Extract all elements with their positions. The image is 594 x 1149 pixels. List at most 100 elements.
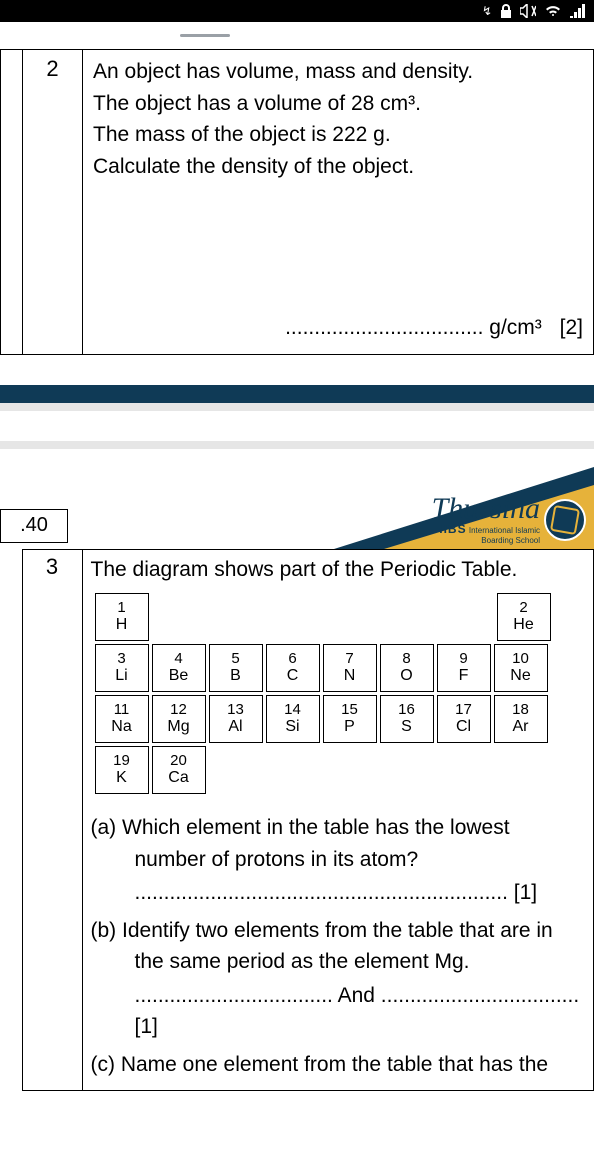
q3a-label: (a) Which element in the table has the l… [91,816,510,839]
answer-dots: .................................. [285,316,483,339]
q2-line: The mass of the object is 222 g. [93,119,583,151]
element-symbol: He [513,616,533,634]
marks: [1] [514,881,537,904]
element-symbol: N [344,667,356,685]
pt-cell: 19K [95,746,149,794]
element-symbol: Si [285,718,299,736]
element-symbol: Be [169,667,189,685]
pt-cell: 17Cl [437,695,491,743]
pt-cell: 18Ar [494,695,548,743]
element-symbol: O [400,667,412,685]
pt-cell: 14Si [266,695,320,743]
pt-cell: 6C [266,644,320,692]
element-number: 20 [170,753,187,770]
q3a-line2: number of protons in its atom? [91,844,586,876]
pt-cell: 9F [437,644,491,692]
pt-cell: 15P [323,695,377,743]
marks: [2] [560,316,583,339]
pt-row: 19K20Ca [95,746,586,794]
pt-cell: 20Ca [152,746,206,794]
q3a-answer-line: ........................................… [91,877,586,909]
q3b-label: (b) Identify two elements from the table… [91,919,553,942]
element-number: 7 [345,651,353,668]
spacer [0,355,594,385]
question-body: The diagram shows part of the Periodic T… [82,549,594,1091]
section-bar-light [0,441,594,449]
pt-gap [152,593,494,641]
q3c-label: (c) Name one element from the table that… [91,1053,549,1076]
school-sub1: International Islamic [469,526,540,535]
pt-cell: 10Ne [494,644,548,692]
question-number: 2 [23,50,83,354]
tab-strip [0,22,594,50]
q3a: (a) Which element in the table has the l… [91,812,586,844]
school-sub: IIBS International Islamic Boarding Scho… [432,522,540,545]
iibs-label: IIBS [439,522,466,536]
element-symbol: K [116,769,127,787]
element-number: 1 [117,600,125,617]
q2-line: The object has a volume of 28 cm³. [93,88,583,120]
element-symbol: Na [111,718,131,736]
logo-badge-icon [544,499,586,541]
q3-subquestions: (a) Which element in the table has the l… [91,812,586,1080]
pt-cell: 11Na [95,695,149,743]
pt-cell: 8O [380,644,434,692]
gutter [0,549,22,1091]
element-symbol: C [287,667,299,685]
lock-icon [500,4,512,18]
answer-unit: g/cm³ [489,316,542,339]
page-number: .40 [20,514,48,537]
page-number-box: .40 [0,509,68,543]
pt-cell: 7N [323,644,377,692]
school-name: Thursina [432,495,540,522]
element-number: 11 [114,702,130,719]
marks: [1] [135,1015,158,1038]
element-symbol: B [230,667,241,685]
element-number: 13 [227,702,244,719]
element-number: 6 [288,651,296,668]
element-symbol: Cl [456,718,471,736]
school-logo: Thursina IIBS International Islamic Boar… [432,495,586,545]
school-sub2: Boarding School [481,536,540,545]
status-bar: ↯ [0,0,594,22]
element-number: 8 [402,651,410,668]
element-symbol: Ar [513,718,529,736]
element-number: 16 [398,702,415,719]
q2-line: Calculate the density of the object. [93,151,583,183]
mute-icon [520,4,536,18]
element-number: 10 [512,651,529,668]
element-number: 18 [512,702,529,719]
element-number: 19 [113,753,130,770]
element-symbol: P [344,718,355,736]
pt-cell: 13Al [209,695,263,743]
link-icon: ↯ [482,4,492,18]
spacer [0,411,594,441]
tab-underline [180,34,230,37]
wifi-icon [544,4,562,18]
element-number: 15 [341,702,358,719]
element-number: 14 [284,702,301,719]
element-symbol: Li [115,667,127,685]
question-2-table: 2 An object has volume, mass and density… [0,50,594,355]
element-symbol: S [401,718,412,736]
signal-icon [570,4,586,18]
and-label: And [338,984,375,1007]
element-number: 2 [519,600,527,617]
answer-line: .................................. g/cm³… [93,312,583,344]
periodic-table: 1 H 2 He 3Li4Be5B6C7N8O9F10Ne 11Na12Mg13… [95,593,586,794]
element-symbol: Ne [510,667,530,685]
question-2-block: 2 An object has volume, mass and density… [0,50,594,355]
element-number: 5 [231,651,239,668]
pt-cell: 2 He [497,593,551,641]
pt-cell: 1 H [95,593,149,641]
pt-row: 3Li4Be5B6C7N8O9F10Ne [95,644,586,692]
gutter [1,50,23,354]
element-symbol: Al [228,718,242,736]
q3b: (b) Identify two elements from the table… [91,915,586,947]
element-number: 3 [117,651,125,668]
answer-dots: ........................................… [135,877,508,909]
pt-cell: 5B [209,644,263,692]
q2-line: An object has volume, mass and density. [93,56,583,88]
section-bar-dark [0,385,594,403]
pt-cell: 16S [380,695,434,743]
